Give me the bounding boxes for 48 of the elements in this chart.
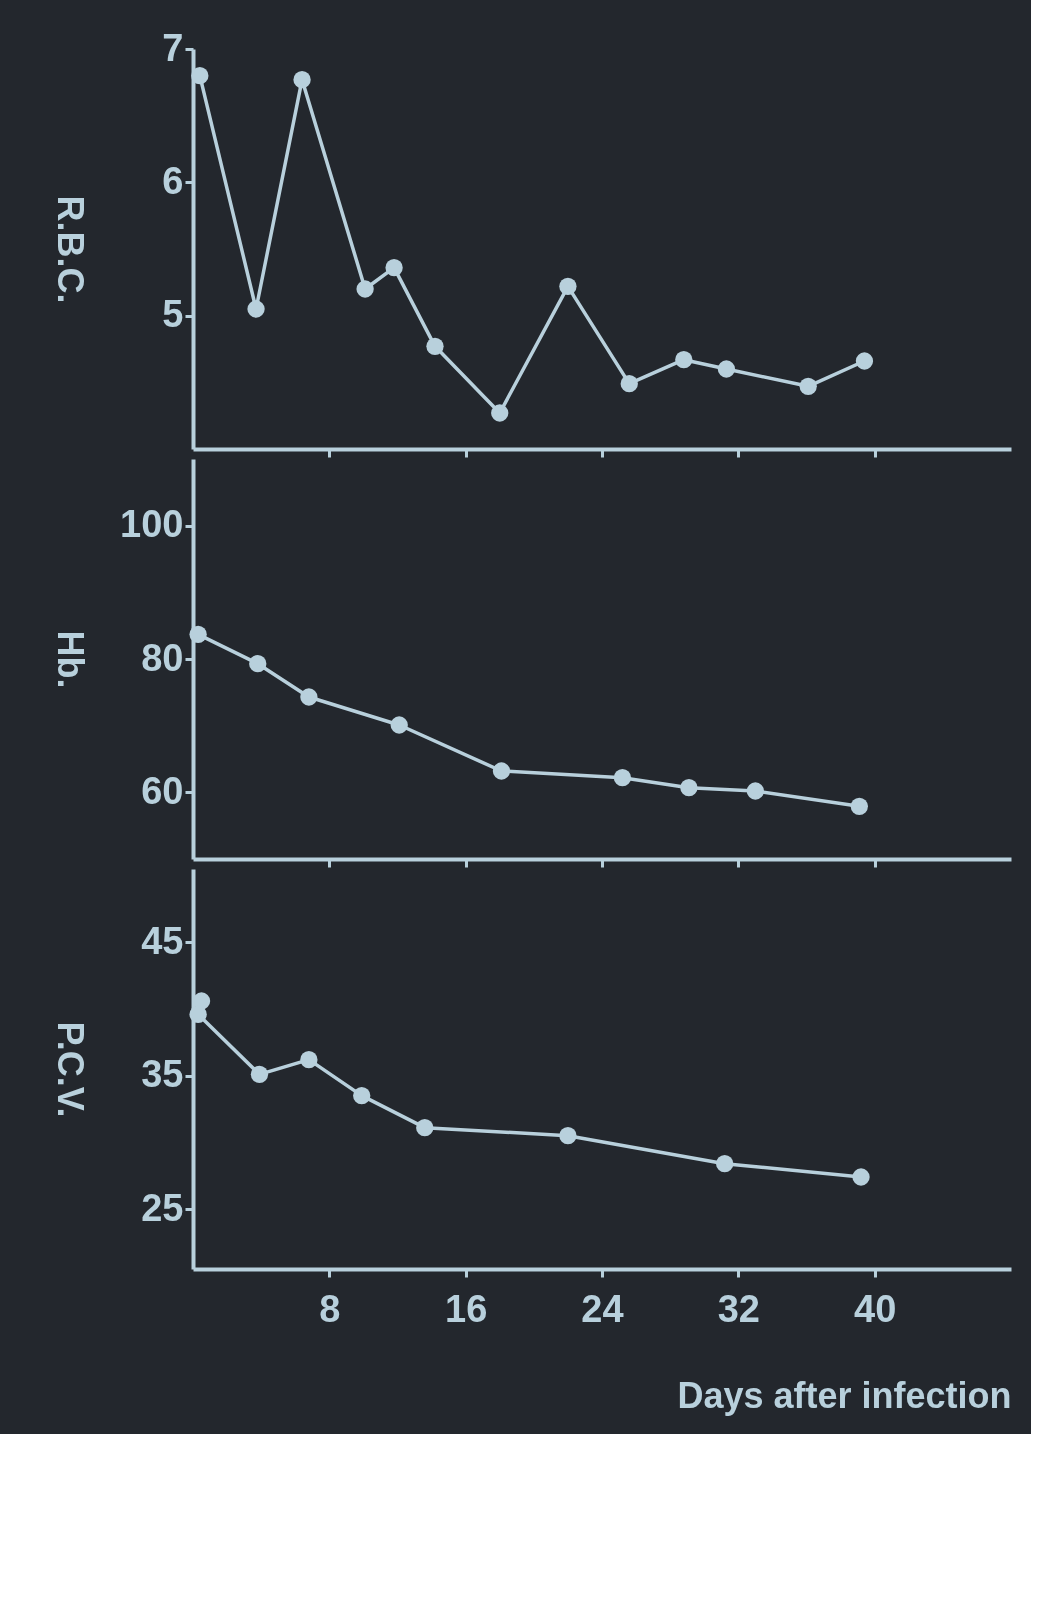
point xyxy=(300,1051,318,1069)
y-axis-title: R.B.C. xyxy=(49,195,91,304)
point xyxy=(746,782,765,800)
point xyxy=(675,351,693,369)
y-tick-label: 5 xyxy=(162,293,184,336)
point xyxy=(717,360,736,378)
point xyxy=(416,1119,434,1137)
point xyxy=(390,716,408,734)
x-tick-label: 24 xyxy=(581,1287,624,1330)
point xyxy=(300,688,318,706)
y-axis-title: P.C.V. xyxy=(49,1021,91,1118)
point xyxy=(189,625,207,643)
point xyxy=(613,769,632,787)
point xyxy=(249,655,267,673)
point xyxy=(247,300,265,318)
point xyxy=(559,1127,577,1145)
point xyxy=(191,67,209,85)
point xyxy=(799,377,817,395)
x-tick-label: 32 xyxy=(717,1287,760,1330)
point xyxy=(293,71,311,89)
point xyxy=(353,1087,371,1105)
point xyxy=(850,797,868,815)
y-tick-label: 45 xyxy=(141,919,184,962)
y-tick-label: 80 xyxy=(141,636,184,679)
point xyxy=(491,404,509,422)
point xyxy=(559,277,577,295)
x-tick-label: 40 xyxy=(854,1287,897,1330)
point xyxy=(356,280,374,298)
point xyxy=(426,337,444,355)
point xyxy=(855,352,874,370)
x-tick-label: 16 xyxy=(445,1287,488,1330)
y-tick-label: 60 xyxy=(141,769,184,812)
y-tick-label: 6 xyxy=(162,159,184,202)
point xyxy=(852,1168,870,1186)
point xyxy=(716,1155,734,1173)
y-tick-label: 7 xyxy=(162,26,184,69)
point xyxy=(620,375,638,393)
point xyxy=(250,1065,269,1083)
point xyxy=(492,762,511,780)
y-tick-label: 35 xyxy=(141,1053,184,1096)
point xyxy=(385,259,403,277)
y-tick-label: 25 xyxy=(141,1186,184,1229)
point xyxy=(680,779,698,797)
y-tick-label: 100 xyxy=(120,503,184,546)
x-axis-title: Days after infection xyxy=(677,1374,1012,1416)
x-tick-label: 8 xyxy=(319,1287,341,1330)
point xyxy=(189,1005,207,1023)
y-axis-title: Hb. xyxy=(49,630,91,689)
